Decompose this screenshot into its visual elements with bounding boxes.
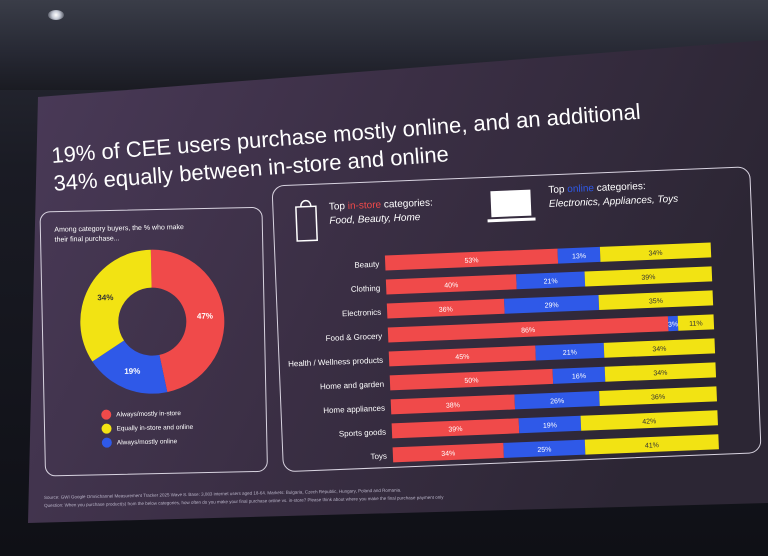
category-label: Health / Wellness products — [288, 356, 383, 369]
online-heading: Top online categories: — [548, 181, 646, 196]
bar-segment — [384, 248, 559, 271]
bar-segment — [503, 439, 586, 458]
panel-intro-line-2: their final purchase... — [55, 235, 120, 243]
bar-segment — [667, 315, 679, 332]
bar-value-label: 42% — [642, 418, 656, 426]
legend: Always/mostly in-store Equally in-store … — [101, 409, 194, 448]
panel-intro-line-1: Among category buyers, the % who make — [54, 224, 184, 234]
bar-value-label: 86% — [521, 327, 535, 335]
bar-segment — [584, 434, 719, 455]
category-label: Sports goods — [339, 428, 386, 439]
bar-value-label: 53% — [464, 257, 478, 265]
bar-segment — [535, 342, 605, 361]
legend-label-instore: Always/mostly in-store — [116, 410, 181, 418]
bar-value-label: 36% — [439, 306, 453, 314]
bar-segment — [386, 298, 505, 319]
stacked-bar-chart: Beauty 53% 13% 34% Clothing 40% 21% 39% Electron… — [288, 242, 719, 463]
bar-segment — [599, 242, 712, 262]
right-panel: Top in-store categories: Food, Beauty, H… — [271, 166, 762, 472]
donut-slice — [150, 249, 225, 393]
shopping-bag-icon — [295, 199, 318, 242]
bar-segment — [389, 368, 554, 391]
right-panel-border — [271, 166, 762, 472]
bar-value-label: 21% — [563, 349, 577, 357]
category-label: Toys — [370, 452, 387, 462]
bar-segment — [604, 362, 717, 382]
bar-value-label: 25% — [537, 447, 551, 455]
bar-value-label: 39% — [448, 426, 462, 434]
category-label: Electronics — [342, 308, 381, 319]
category-label: Clothing — [351, 284, 381, 294]
bar-segment — [390, 394, 516, 415]
bar-value-label: 39% — [641, 274, 655, 282]
bar-value-label: 45% — [455, 354, 469, 362]
left-panel: Among category buyers, the % who make th… — [39, 207, 268, 477]
bar-segment — [584, 266, 713, 287]
bar-segment — [385, 274, 517, 295]
bar-value-label: 50% — [464, 377, 478, 385]
laptop-icon — [487, 189, 536, 223]
bar-value-label: 34% — [648, 250, 662, 258]
legend-label-online: Always/mostly online — [117, 438, 178, 446]
bar-value-label: 34% — [653, 370, 667, 378]
donut-slice-label: 34% — [97, 293, 113, 302]
online-subheading: Electronics, Appliances, Toys — [549, 194, 679, 210]
donut-slice-label: 47% — [197, 311, 213, 320]
bar-value-label: 11% — [689, 320, 703, 328]
category-label: Home and garden — [320, 380, 384, 392]
instore-heading: Top in-store categories: — [329, 198, 433, 213]
bar-value-label: 26% — [550, 398, 564, 406]
donut-chart: 47% 19% 34% — [80, 249, 225, 394]
bar-value-label: 40% — [444, 282, 458, 290]
bar-segment — [514, 391, 600, 410]
bar-value-label: 16% — [572, 373, 586, 381]
category-label: Beauty — [354, 260, 379, 270]
bar-segment — [552, 366, 606, 384]
bar-value-label: 41% — [645, 442, 659, 450]
bar-segment — [388, 345, 536, 367]
bar-value-label: 19% — [543, 422, 557, 430]
category-label: Home appliances — [323, 404, 385, 415]
bar-segment — [557, 246, 601, 264]
bar-value-label: 35% — [649, 298, 663, 306]
category-label: Food & Grocery — [326, 332, 383, 343]
bar-segment — [387, 316, 669, 343]
bar-segment — [504, 294, 600, 314]
legend-swatch-online — [101, 437, 112, 448]
bar-value-label: 21% — [544, 278, 558, 286]
bar-segment — [392, 442, 504, 463]
bar-value-label: 34% — [441, 450, 455, 458]
bar-value-label: 36% — [651, 394, 665, 402]
legend-swatch-equal — [101, 423, 112, 434]
bar-segment — [598, 290, 714, 310]
bar-segment — [603, 338, 716, 358]
legend-swatch-instore — [101, 409, 112, 420]
bar-value-label: 29% — [545, 302, 559, 310]
bar-value-label: 34% — [652, 346, 666, 354]
donut-slice — [80, 249, 152, 362]
legend-label-equal: Equally in-store and online — [116, 424, 193, 433]
instore-subheading: Food, Beauty, Home — [329, 212, 421, 227]
ceiling-light — [48, 10, 64, 20]
bar-value-label: 3% — [668, 321, 678, 328]
bar-segment — [518, 415, 582, 434]
bar-segment — [391, 418, 520, 439]
bar-segment — [580, 410, 718, 431]
left-panel-border — [39, 207, 268, 477]
bar-segment — [599, 386, 717, 407]
bar-segment — [677, 314, 715, 331]
donut-slice-label: 19% — [124, 367, 140, 376]
donut-slice — [92, 340, 168, 394]
bar-value-label: 13% — [572, 253, 586, 261]
bar-segment — [516, 271, 586, 290]
bar-value-label: 38% — [446, 402, 460, 410]
